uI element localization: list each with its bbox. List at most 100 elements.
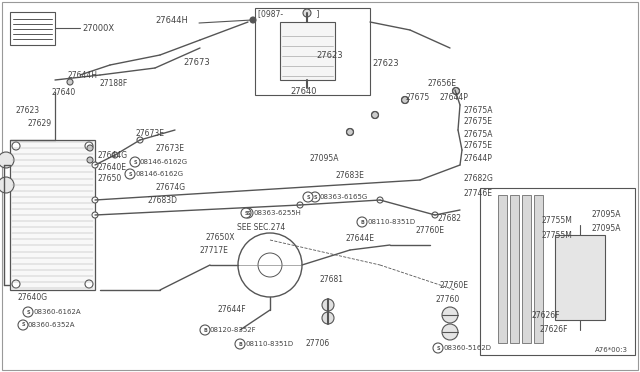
Text: 08110-8351D: 08110-8351D [245, 341, 293, 347]
Circle shape [243, 208, 253, 218]
Circle shape [0, 177, 14, 193]
Circle shape [85, 142, 93, 150]
Circle shape [23, 307, 33, 317]
Text: 27706: 27706 [305, 340, 329, 349]
Circle shape [92, 162, 98, 168]
Text: 27717E: 27717E [200, 246, 229, 254]
Circle shape [432, 212, 438, 218]
Bar [522, 195, 531, 343]
Text: 27673: 27673 [183, 58, 210, 67]
Text: 27673E: 27673E [135, 128, 164, 138]
Bar [10, 12, 55, 45]
Text: 27623: 27623 [15, 106, 39, 115]
Text: 27640E: 27640E [98, 163, 127, 171]
Text: S: S [436, 346, 440, 350]
Text: [0987-              ]: [0987- ] [258, 10, 319, 19]
Text: 27656E: 27656E [427, 78, 456, 87]
Circle shape [371, 112, 378, 119]
Circle shape [92, 197, 98, 203]
Text: S: S [128, 171, 132, 176]
Text: 27644P: 27644P [440, 93, 469, 102]
Text: S: S [26, 310, 29, 314]
Circle shape [401, 96, 408, 103]
Text: 08363-6165G: 08363-6165G [320, 194, 368, 200]
Bar [534, 195, 543, 343]
Circle shape [303, 192, 313, 202]
Text: A76*00:3: A76*00:3 [595, 347, 628, 353]
Text: 27746E: 27746E [463, 189, 492, 198]
Circle shape [322, 299, 334, 311]
Text: 27623: 27623 [372, 58, 399, 67]
Circle shape [303, 9, 311, 17]
Text: 27760: 27760 [435, 295, 460, 305]
Text: 27755M: 27755M [542, 215, 573, 224]
Text: 27095A: 27095A [592, 209, 621, 218]
Circle shape [322, 312, 334, 324]
Circle shape [250, 17, 256, 23]
Text: 08360-5162D: 08360-5162D [443, 345, 491, 351]
Text: 27626F: 27626F [540, 326, 568, 334]
Text: 27640: 27640 [290, 87, 317, 96]
Circle shape [125, 169, 135, 179]
Circle shape [0, 152, 14, 168]
Text: 27095A: 27095A [592, 224, 621, 232]
Text: 08120-8352F: 08120-8352F [210, 327, 257, 333]
Text: B: B [360, 219, 364, 224]
Circle shape [112, 152, 118, 158]
Text: 27675E: 27675E [463, 116, 492, 125]
Circle shape [200, 325, 210, 335]
Circle shape [85, 280, 93, 288]
Text: 27626F: 27626F [532, 311, 561, 320]
Circle shape [87, 145, 93, 151]
Text: 08360-6162A: 08360-6162A [33, 309, 81, 315]
Circle shape [442, 324, 458, 340]
Text: 27675A: 27675A [463, 129, 493, 138]
Text: 08146-6162G: 08146-6162G [140, 159, 188, 165]
Text: 27650X: 27650X [205, 232, 234, 241]
Text: S: S [246, 211, 250, 215]
Bar [555, 235, 605, 320]
Text: 27644H: 27644H [67, 71, 97, 80]
Text: 27650: 27650 [98, 173, 122, 183]
Text: 27095A: 27095A [310, 154, 339, 163]
Text: 27644H: 27644H [155, 16, 188, 25]
Circle shape [92, 212, 98, 218]
Text: 27640: 27640 [52, 87, 76, 96]
Circle shape [346, 128, 353, 135]
Text: 27644P: 27644P [463, 154, 492, 163]
Text: 27644F: 27644F [218, 305, 246, 314]
Text: 08363-6255H: 08363-6255H [253, 210, 301, 216]
Text: 27681: 27681 [320, 276, 344, 285]
Text: 27674G: 27674G [155, 183, 185, 192]
Text: 27640G: 27640G [17, 294, 47, 302]
Text: 27644E: 27644E [345, 234, 374, 243]
Text: 27755M: 27755M [542, 231, 573, 240]
Bar [10, 140, 95, 290]
Bar [480, 188, 635, 355]
Text: S: S [133, 160, 137, 164]
Text: 27675E: 27675E [463, 141, 492, 150]
Circle shape [12, 280, 20, 288]
Bar [498, 195, 507, 343]
Circle shape [18, 320, 28, 330]
Text: 27760E: 27760E [440, 280, 469, 289]
Text: B: B [203, 327, 207, 333]
Text: 27683D: 27683D [148, 196, 178, 205]
Circle shape [442, 307, 458, 323]
Text: 27682: 27682 [438, 214, 462, 222]
Bar [510, 195, 519, 343]
Text: 08146-6162G: 08146-6162G [135, 171, 183, 177]
Text: 27675A: 27675A [463, 106, 493, 115]
Circle shape [377, 197, 383, 203]
Circle shape [297, 202, 303, 208]
Text: S: S [313, 195, 317, 199]
Text: 27000X: 27000X [82, 23, 114, 32]
Text: B: B [238, 341, 242, 346]
Text: SEE SEC.274: SEE SEC.274 [237, 222, 285, 231]
Text: 27683E: 27683E [335, 170, 364, 180]
Circle shape [310, 192, 320, 202]
Text: S: S [244, 211, 248, 215]
Circle shape [130, 157, 140, 167]
Text: 27644G: 27644G [98, 151, 128, 160]
Text: 27188F: 27188F [100, 78, 128, 87]
